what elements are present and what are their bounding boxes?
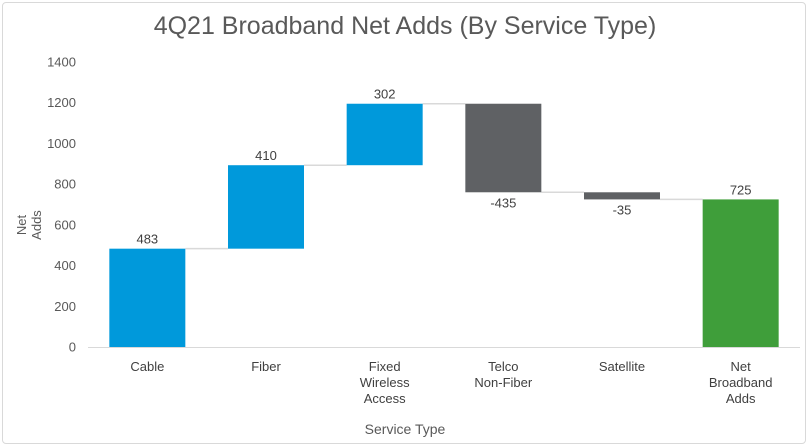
y-tick-label: 400 xyxy=(54,258,76,273)
x-category-label: Adds xyxy=(726,391,756,406)
data-label: 725 xyxy=(730,182,752,197)
x-category-label: Broadband xyxy=(709,375,773,390)
chart-frame xyxy=(2,2,806,444)
data-label: 302 xyxy=(374,87,396,102)
x-category-label: Satellite xyxy=(599,359,645,374)
y-tick-label: 800 xyxy=(54,177,76,192)
bar-2 xyxy=(346,103,423,166)
x-category-label: Cable xyxy=(130,359,164,374)
y-tick-label: 1200 xyxy=(47,95,76,110)
x-category-label: Net xyxy=(731,359,752,374)
y-tick-label: 1400 xyxy=(47,55,76,70)
data-label: -35 xyxy=(613,202,632,217)
y-tick-label: 1000 xyxy=(47,136,76,151)
x-category-label: Wireless xyxy=(360,375,410,390)
x-category-label: Non-Fiber xyxy=(474,375,532,390)
y-tick-label: 200 xyxy=(54,299,76,314)
bar-4 xyxy=(584,192,660,200)
x-category-label: Fiber xyxy=(251,359,281,374)
x-category-label: Telco xyxy=(488,359,518,374)
x-category-label: Fixed xyxy=(369,359,401,374)
bar-0 xyxy=(109,248,186,347)
x-axis-label: Service Type xyxy=(364,421,446,437)
x-category-label: Access xyxy=(364,391,406,406)
data-label: -435 xyxy=(490,195,516,210)
chart-title: 4Q21 Broadband Net Adds (By Service Type… xyxy=(153,12,657,40)
bar-5 xyxy=(702,199,779,347)
bar-1 xyxy=(228,165,304,249)
data-label: 483 xyxy=(136,232,158,247)
y-tick-label: 0 xyxy=(69,340,76,355)
y-tick-label: 600 xyxy=(54,217,76,232)
bar-3 xyxy=(465,103,542,193)
data-label: 410 xyxy=(255,148,277,163)
